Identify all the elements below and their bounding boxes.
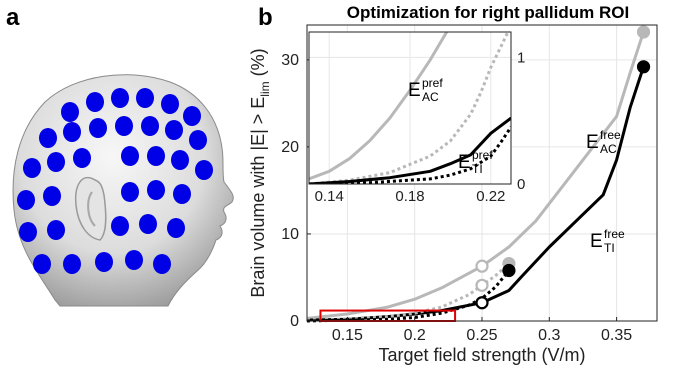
main-markers (475, 25, 651, 310)
electrode-dot (89, 118, 107, 138)
series-label-main: E (586, 132, 599, 153)
electrode-dot (125, 250, 143, 270)
x-axis-label: Target field strength (V/m) (378, 345, 585, 365)
ear-shape (74, 176, 107, 241)
electrode-dot (167, 218, 185, 238)
series-label-sup: pref (472, 148, 493, 162)
series-label-sup: free (600, 128, 621, 142)
electrode-dot (173, 184, 191, 204)
series-line (306, 31, 645, 320)
electrode-dot (19, 222, 37, 242)
electrode-dot (121, 146, 139, 166)
series-end-marker (636, 25, 651, 39)
inset-tick-labels: 0.14 0.18 0.22 0 1 (315, 49, 526, 205)
y-tick-label: 10 (281, 226, 299, 243)
main-series (306, 31, 645, 323)
electrode-dot (17, 190, 35, 210)
series-label-sub: TI (472, 162, 483, 176)
inset-axes-frame (308, 31, 512, 185)
head-model-illustration (12, 74, 234, 307)
series-label-sub: AC (600, 142, 617, 156)
electrode-dot (111, 216, 129, 236)
chart-figure: Optimization for right pallidum ROI 0.15… (248, 3, 658, 365)
inset-y-tick-label: 0 (517, 176, 525, 193)
electrode-dot (141, 116, 159, 136)
panel-label-b: b (258, 4, 273, 31)
series-end-marker (502, 263, 516, 278)
electrode-dot (165, 120, 183, 140)
inset-y-tick-label: 1 (517, 49, 525, 66)
inset-x-tick-label: 0.14 (315, 188, 344, 205)
series-label-main: E (590, 231, 603, 252)
electrode-dot (136, 88, 154, 108)
series-line (306, 262, 510, 322)
panel-label-a: a (6, 4, 20, 31)
x-tick-label: 0.15 (332, 327, 363, 344)
series-label-sup: pref (422, 76, 443, 90)
electrode-dot (147, 146, 165, 166)
electrode-dot (121, 182, 139, 202)
series-end-marker (475, 278, 489, 292)
inset-series-line (309, 126, 511, 184)
y-axis-label: Brain volume with |E| > Elim (%) (248, 48, 272, 297)
electrode-dot (47, 220, 65, 240)
electrode-dot (153, 254, 171, 274)
y-tick-label: 20 (281, 139, 299, 156)
electrode-dot (147, 180, 165, 200)
x-tick-label: 0.25 (466, 327, 497, 344)
electrode-dot (95, 252, 113, 272)
electrode-dot (33, 254, 51, 274)
electrode-dot (47, 152, 65, 172)
electrode-dot (73, 148, 91, 168)
series-end-marker (475, 296, 489, 310)
series-label-main: E (408, 80, 421, 101)
inset-series-line (309, 32, 510, 184)
electrode-dot (23, 158, 41, 178)
series-end-marker (636, 60, 651, 74)
series-label-sub: AC (422, 90, 439, 104)
x-tick-label: 0.35 (601, 327, 632, 344)
electrode-dot (171, 150, 189, 170)
electrode-dot (39, 128, 57, 148)
electrode-dot (61, 102, 79, 122)
electrode-dot (161, 94, 179, 114)
series-label-sub: TI (604, 241, 615, 255)
electrode-dot (189, 130, 207, 150)
inset-x-tick-label: 0.18 (395, 188, 424, 205)
series-label-main: E (458, 152, 471, 173)
x-tick-label: 0.2 (404, 327, 426, 344)
inset-series (309, 32, 511, 184)
electrode-dot (139, 214, 157, 234)
electrode-dot (63, 254, 81, 274)
x-tick-label: 0.3 (538, 327, 560, 344)
electrode-dot (43, 186, 61, 206)
electrode-dot (111, 88, 129, 108)
series-end-marker (475, 259, 489, 273)
electrode-dot (86, 92, 104, 112)
series-label-sup: free (604, 227, 625, 241)
y-tick-label: 30 (281, 52, 299, 69)
electrode-dot (115, 116, 133, 136)
chart-title: Optimization for right pallidum ROI (347, 3, 629, 22)
y-tick-label: 0 (290, 313, 299, 330)
inset-series-line (309, 116, 511, 184)
electrode-dot (195, 160, 213, 180)
inset-series-line (309, 32, 449, 181)
inset-x-tick-label: 0.22 (476, 188, 505, 205)
electrode-dot (183, 106, 201, 126)
electrode-array (17, 88, 213, 274)
electrode-dot (63, 122, 81, 142)
